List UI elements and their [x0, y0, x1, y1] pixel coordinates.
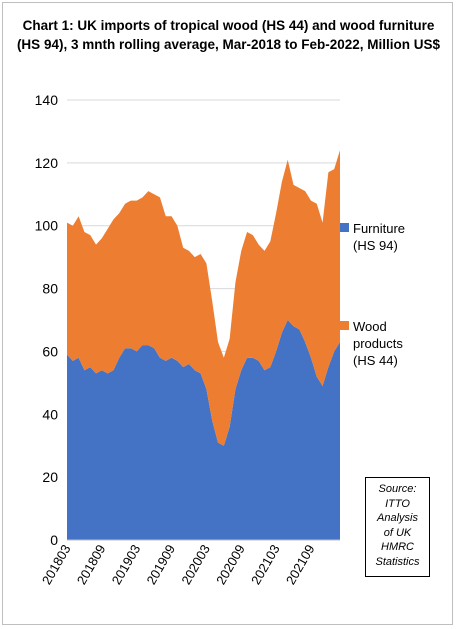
- y-tick-label: 20: [42, 469, 58, 485]
- legend-wood-label-1: Wood: [353, 319, 387, 334]
- legend-wood-swatch: [340, 321, 349, 330]
- y-tick-label: 100: [35, 218, 59, 234]
- y-tick-label: 140: [35, 92, 59, 108]
- x-tick-label: 202009: [213, 542, 248, 587]
- legend-furniture-label-2: (HS 94): [353, 238, 398, 253]
- legend-wood-label-3: (HS 44): [353, 353, 398, 368]
- legend-furniture-swatch: [340, 223, 349, 232]
- x-tick-label: 201903: [109, 542, 144, 587]
- y-tick-label: 40: [42, 406, 58, 422]
- x-tick-label: 202003: [178, 542, 213, 587]
- source-line: of UK: [383, 526, 412, 539]
- source-note: Source: ITTO Analysis of UK HMRC Statist…: [365, 477, 430, 577]
- x-tick-label: 202109: [283, 542, 318, 587]
- x-tick-label: 201809: [74, 542, 109, 587]
- x-tick-label: 202103: [248, 542, 283, 587]
- y-tick-label: 80: [42, 281, 58, 297]
- source-line: HMRC: [381, 541, 414, 553]
- area-furniture: [67, 320, 340, 540]
- x-tick-label: 201803: [39, 542, 74, 587]
- legend-wood-label-2: products: [353, 336, 403, 351]
- source-line: Analysis: [377, 512, 418, 524]
- y-tick-label: 60: [42, 343, 58, 359]
- source-line: Source:: [378, 483, 417, 495]
- legend-furniture: Furniture (HS 94): [340, 220, 406, 254]
- chart-title: Chart 1: UK imports of tropical wood (HS…: [16, 18, 441, 52]
- source-line: Statistics: [375, 555, 420, 568]
- source-line: ITTO: [385, 497, 410, 510]
- legend-furniture-label-1: Furniture: [353, 221, 406, 236]
- legend-wood: Wood products (HS 44): [340, 318, 403, 369]
- y-tick-label: 0: [50, 532, 58, 548]
- x-tick-label: 201909: [143, 542, 178, 587]
- area-wood-products: [67, 150, 340, 446]
- y-tick-label: 120: [35, 155, 59, 171]
